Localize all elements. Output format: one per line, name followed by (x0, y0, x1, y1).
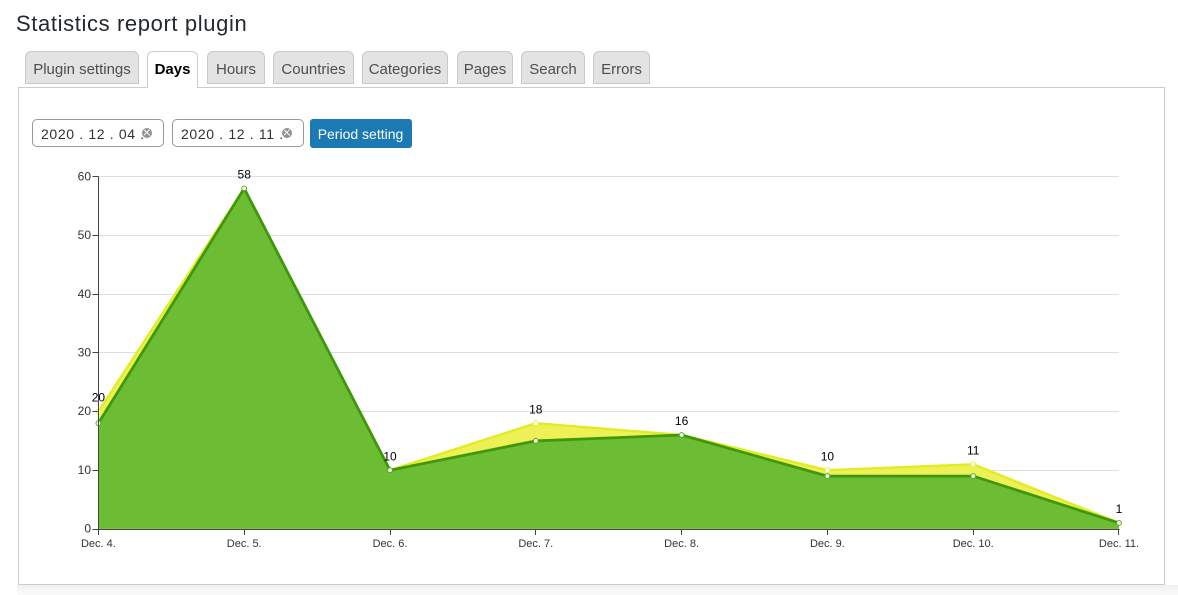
svg-text:Dec. 5.: Dec. 5. (227, 538, 262, 550)
svg-text:Dec. 4.: Dec. 4. (81, 538, 116, 550)
svg-text:Dec. 10.: Dec. 10. (953, 538, 994, 550)
svg-text:10: 10 (78, 463, 92, 477)
svg-text:1: 1 (1116, 502, 1123, 516)
svg-text:0: 0 (84, 522, 91, 536)
svg-text:58: 58 (238, 168, 252, 182)
svg-text:11: 11 (967, 444, 980, 458)
svg-text:60: 60 (78, 169, 92, 183)
svg-text:20: 20 (78, 404, 92, 418)
svg-text:Dec. 9.: Dec. 9. (810, 538, 845, 550)
svg-text:Dec. 8.: Dec. 8. (664, 538, 699, 550)
svg-text:10: 10 (383, 449, 397, 463)
svg-text:10: 10 (821, 449, 835, 463)
svg-text:Dec. 7.: Dec. 7. (518, 538, 553, 550)
svg-text:40: 40 (78, 287, 92, 301)
svg-text:Dec. 11.: Dec. 11. (1099, 538, 1139, 550)
svg-text:Dec. 6.: Dec. 6. (373, 538, 408, 550)
svg-text:16: 16 (675, 414, 689, 428)
svg-text:30: 30 (78, 346, 92, 360)
svg-text:20: 20 (92, 391, 106, 405)
svg-text:18: 18 (529, 402, 543, 416)
svg-text:50: 50 (78, 228, 92, 242)
